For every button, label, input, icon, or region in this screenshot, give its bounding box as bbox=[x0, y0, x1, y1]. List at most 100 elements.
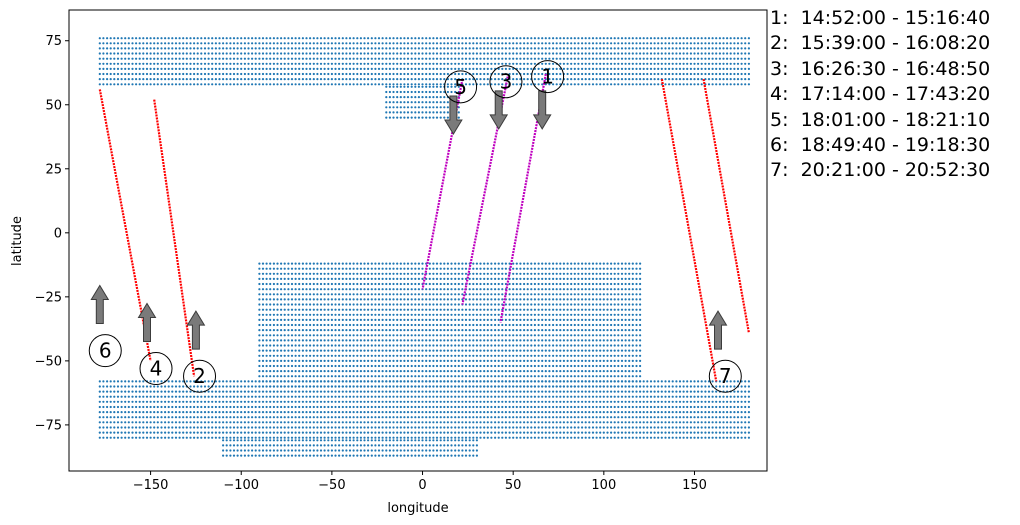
coverage-point bbox=[715, 431, 718, 434]
coverage-point bbox=[497, 37, 500, 40]
coverage-point bbox=[410, 111, 413, 114]
coverage-point bbox=[109, 436, 112, 439]
coverage-point bbox=[290, 329, 294, 332]
coverage-point bbox=[327, 364, 330, 368]
coverage-point bbox=[363, 359, 366, 362]
coverage-point bbox=[356, 431, 359, 434]
coverage-point bbox=[722, 83, 725, 86]
coverage-point bbox=[660, 52, 663, 55]
coverage-point bbox=[552, 42, 555, 45]
coverage-point bbox=[439, 272, 442, 275]
coverage-point bbox=[494, 303, 497, 306]
coverage-point bbox=[457, 52, 460, 55]
coverage-point bbox=[552, 364, 555, 368]
coverage-point bbox=[461, 272, 464, 275]
coverage-point bbox=[504, 72, 507, 76]
coverage-point bbox=[211, 62, 214, 65]
coverage-point bbox=[374, 339, 377, 342]
coverage-point bbox=[312, 318, 315, 321]
coverage-point bbox=[174, 42, 178, 45]
coverage-point bbox=[381, 339, 384, 342]
coverage-point bbox=[671, 431, 674, 434]
coverage-point bbox=[352, 277, 355, 280]
coverage-point bbox=[573, 282, 576, 286]
coverage-point bbox=[552, 83, 555, 86]
coverage-point bbox=[497, 272, 500, 275]
coverage-point bbox=[508, 72, 511, 76]
coverage-point bbox=[435, 111, 439, 114]
coverage-point bbox=[385, 90, 388, 94]
coverage-point bbox=[486, 323, 489, 327]
coverage-point bbox=[276, 303, 279, 306]
coverage-point bbox=[348, 298, 352, 301]
coverage-point bbox=[588, 67, 591, 70]
coverage-point bbox=[570, 334, 573, 337]
coverage-point bbox=[559, 288, 562, 291]
coverage-point bbox=[450, 288, 453, 291]
coverage-point bbox=[450, 62, 453, 65]
coverage-point bbox=[461, 359, 464, 362]
coverage-point bbox=[261, 272, 265, 275]
coverage-point bbox=[530, 359, 533, 362]
coverage-point bbox=[483, 349, 486, 352]
coverage-point bbox=[472, 318, 475, 321]
coverage-point bbox=[425, 436, 428, 439]
coverage-point bbox=[265, 364, 268, 368]
coverage-point bbox=[479, 72, 482, 76]
coverage-point bbox=[512, 83, 515, 86]
coverage-point bbox=[359, 293, 362, 296]
coverage-point bbox=[312, 344, 315, 347]
coverage-point bbox=[258, 334, 261, 337]
coverage-point bbox=[232, 436, 236, 439]
coverage-point bbox=[377, 47, 381, 50]
coverage-point bbox=[675, 78, 678, 81]
coverage-point bbox=[131, 37, 134, 40]
coverage-point bbox=[722, 57, 725, 60]
coverage-point bbox=[464, 42, 468, 45]
coverage-point bbox=[515, 47, 518, 50]
coverage-point bbox=[290, 349, 294, 352]
coverage-point bbox=[345, 303, 348, 306]
coverage-point bbox=[142, 47, 145, 50]
coverage-point bbox=[526, 354, 529, 357]
coverage-point bbox=[428, 349, 431, 352]
coverage-point bbox=[584, 431, 587, 434]
coverage-point bbox=[544, 334, 547, 337]
coverage-point bbox=[468, 313, 471, 316]
coverage-point bbox=[468, 344, 471, 347]
coverage-point bbox=[106, 47, 109, 50]
coverage-point bbox=[309, 436, 312, 439]
coverage-point bbox=[428, 67, 431, 70]
coverage-point bbox=[559, 375, 562, 378]
coverage-point bbox=[272, 375, 275, 378]
coverage-point bbox=[160, 426, 163, 429]
coverage-point bbox=[120, 67, 123, 70]
coverage-point bbox=[624, 359, 627, 362]
coverage-point bbox=[196, 78, 199, 81]
coverage-point bbox=[388, 293, 391, 296]
coverage-point bbox=[581, 375, 584, 378]
coverage-point bbox=[494, 298, 497, 301]
coverage-point bbox=[113, 52, 116, 55]
coverage-point bbox=[512, 359, 515, 362]
coverage-point bbox=[265, 344, 268, 347]
coverage-point bbox=[113, 57, 116, 60]
coverage-point bbox=[446, 262, 449, 265]
coverage-point bbox=[399, 96, 402, 99]
coverage-point bbox=[236, 78, 239, 81]
coverage-point bbox=[486, 339, 489, 342]
coverage-point bbox=[577, 267, 580, 270]
coverage-point bbox=[214, 47, 217, 50]
coverage-point bbox=[475, 313, 478, 316]
coverage-point bbox=[265, 318, 268, 321]
coverage-point bbox=[635, 262, 638, 265]
coverage-point bbox=[443, 354, 446, 357]
coverage-point bbox=[120, 42, 123, 45]
coverage-point bbox=[486, 318, 489, 321]
coverage-point bbox=[599, 364, 602, 368]
coverage-point bbox=[555, 262, 558, 265]
coverage-point bbox=[689, 52, 693, 55]
coverage-point bbox=[385, 111, 388, 114]
coverage-point bbox=[421, 62, 424, 65]
coverage-point bbox=[425, 318, 428, 321]
